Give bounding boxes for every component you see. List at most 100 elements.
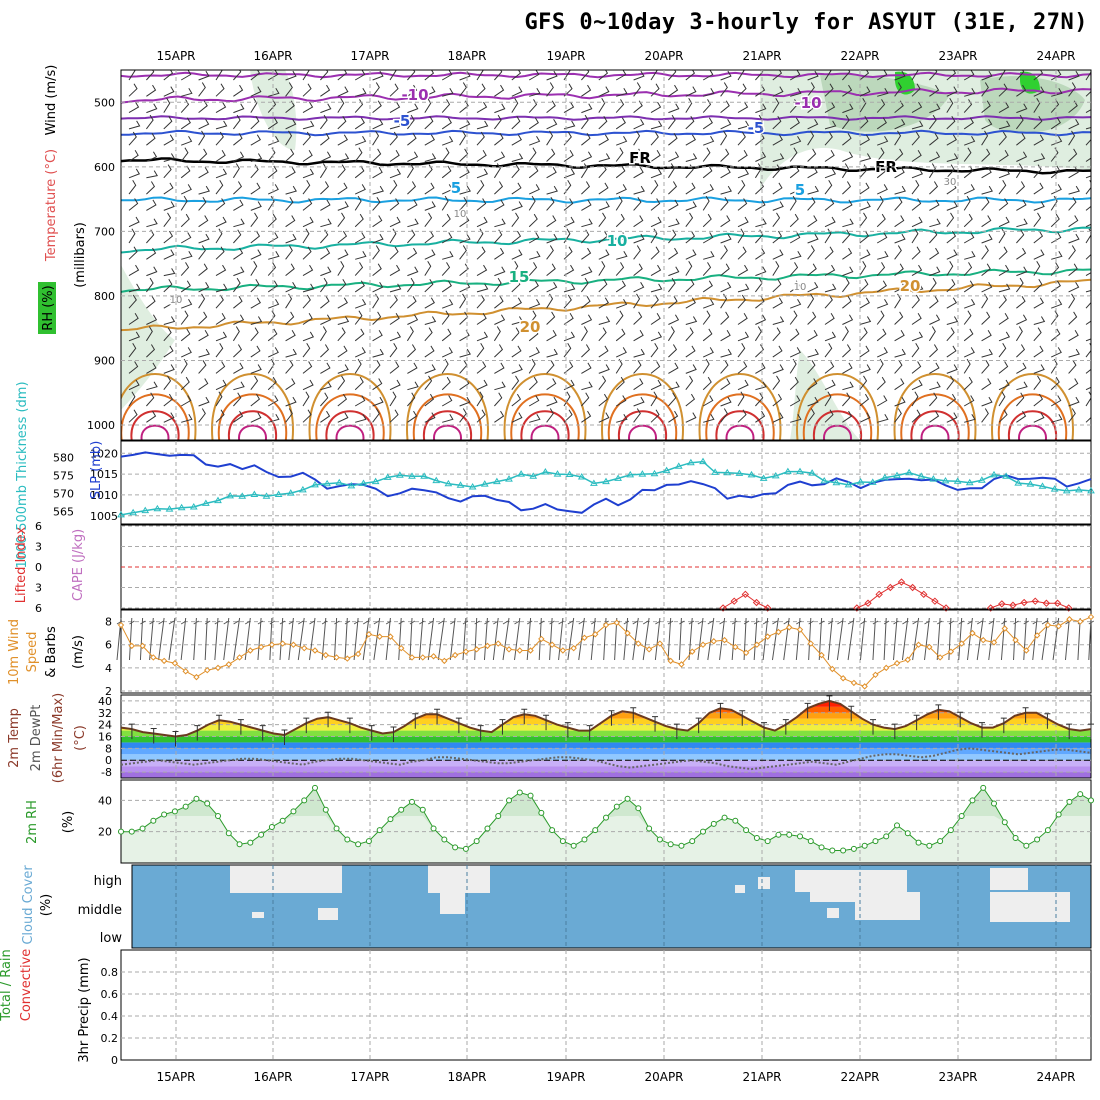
wind-barb: [389, 313, 400, 325]
warm-contour-cell: [530, 424, 560, 440]
wind-barb: [755, 181, 765, 195]
thickness-point: [177, 503, 186, 511]
wind-barb: [580, 163, 588, 179]
wind-barb: [441, 347, 453, 358]
temp-tick-label: 24: [98, 719, 112, 732]
wind-barb: [668, 199, 679, 211]
rh-point: [527, 792, 534, 799]
wind-barb: [650, 70, 658, 81]
wind-barb: [297, 617, 305, 661]
wind-speed-point: [818, 651, 825, 659]
wind-barb: [442, 414, 454, 423]
wind-barb: [128, 101, 140, 114]
wind-barb: [633, 148, 643, 162]
wind-barb: [720, 245, 728, 260]
wind-barb: [702, 117, 713, 130]
wind-barb: [578, 617, 585, 661]
wind-barb: [841, 163, 849, 179]
rh-point: [139, 825, 146, 832]
wind-barb: [398, 617, 404, 661]
wind-speed-point: [204, 666, 211, 674]
wind-barb: [1016, 218, 1028, 228]
thickness-point: [1087, 486, 1095, 494]
wind-barb: [198, 196, 207, 211]
wind-barb: [824, 283, 837, 293]
wind-barb: [181, 251, 193, 260]
wind-speed-point: [247, 647, 254, 654]
wind-barb: [702, 358, 710, 374]
wind-barb: [424, 153, 437, 162]
wind-barb: [492, 617, 499, 661]
wind-barb: [459, 233, 471, 244]
wind-speed-point: [613, 619, 620, 626]
wind-barb: [459, 359, 468, 374]
wind-barb: [901, 617, 909, 661]
wind-speed-point: [710, 638, 717, 645]
wind-barb: [668, 314, 680, 325]
wind-barb: [372, 185, 384, 195]
rh-point: [635, 805, 642, 812]
wind-barb: [476, 150, 487, 162]
wind-barb: [233, 70, 242, 81]
wind-barb: [146, 362, 157, 374]
wind-barb: [146, 392, 155, 407]
thickness-tick-label: 575: [53, 470, 74, 483]
wind-barb: [233, 103, 245, 114]
thickness-point: [262, 492, 271, 499]
wind-barb: [215, 168, 228, 179]
thickness-tick-label: 580: [53, 452, 74, 465]
wind-barb: [876, 70, 888, 81]
rh-point: [161, 811, 168, 818]
li-point: [1009, 601, 1017, 609]
wind-barb: [319, 163, 327, 179]
wind-barb: [563, 70, 571, 81]
wind-barb: [233, 229, 242, 244]
wind-barb: [894, 167, 905, 179]
pressure-tick-label: 900: [94, 354, 115, 367]
wind-barb: [407, 296, 417, 309]
wind-barb: [981, 70, 993, 81]
thickness-point: [420, 472, 429, 479]
wind-barb: [1068, 215, 1079, 228]
wind-barb: [958, 617, 964, 661]
wind-barb: [789, 347, 801, 358]
panel-frame: [120, 440, 1092, 525]
wind-barb: [563, 198, 574, 211]
wind-barb: [389, 228, 397, 244]
wind-barb: [302, 216, 314, 228]
wind-barb: [354, 376, 364, 391]
wind-barb: [163, 345, 174, 358]
wind-barb: [319, 326, 327, 342]
wind-barb: [320, 266, 332, 277]
wind-speed-point: [829, 665, 836, 673]
wind-barb: [1016, 344, 1026, 358]
wind-barb: [354, 310, 363, 325]
cloud-patch: [827, 908, 839, 918]
wind-barb: [998, 101, 1010, 114]
wind-barb: [198, 293, 206, 309]
wind-barb: [163, 153, 176, 162]
temp-minmax-bar: [368, 725, 375, 741]
wind-barb: [929, 277, 937, 293]
wind-barb: [1016, 266, 1028, 277]
wind-barb: [824, 168, 837, 179]
wind-barb: [911, 379, 923, 391]
li-point: [1031, 597, 1039, 605]
wind-barb: [842, 199, 853, 211]
wind-barb: [650, 294, 659, 309]
precip-convective-label: Convective: [19, 949, 34, 1022]
wind-barb: [389, 379, 401, 391]
wind-speed-point: [667, 657, 674, 665]
wind-speed-point: [322, 651, 329, 659]
thickness-point: [383, 473, 392, 480]
wind-barb: [616, 299, 628, 309]
wind-barb: [333, 617, 340, 661]
wind-speed-point: [904, 656, 911, 663]
wind-barb: [372, 82, 380, 97]
wind-barb: [685, 412, 697, 423]
wind-barb: [483, 617, 490, 661]
wind-barb: [929, 362, 940, 374]
wind-axis-label-3: & Barbs: [44, 626, 59, 678]
wind-barb: [581, 392, 590, 407]
wind-barb: [302, 70, 310, 81]
